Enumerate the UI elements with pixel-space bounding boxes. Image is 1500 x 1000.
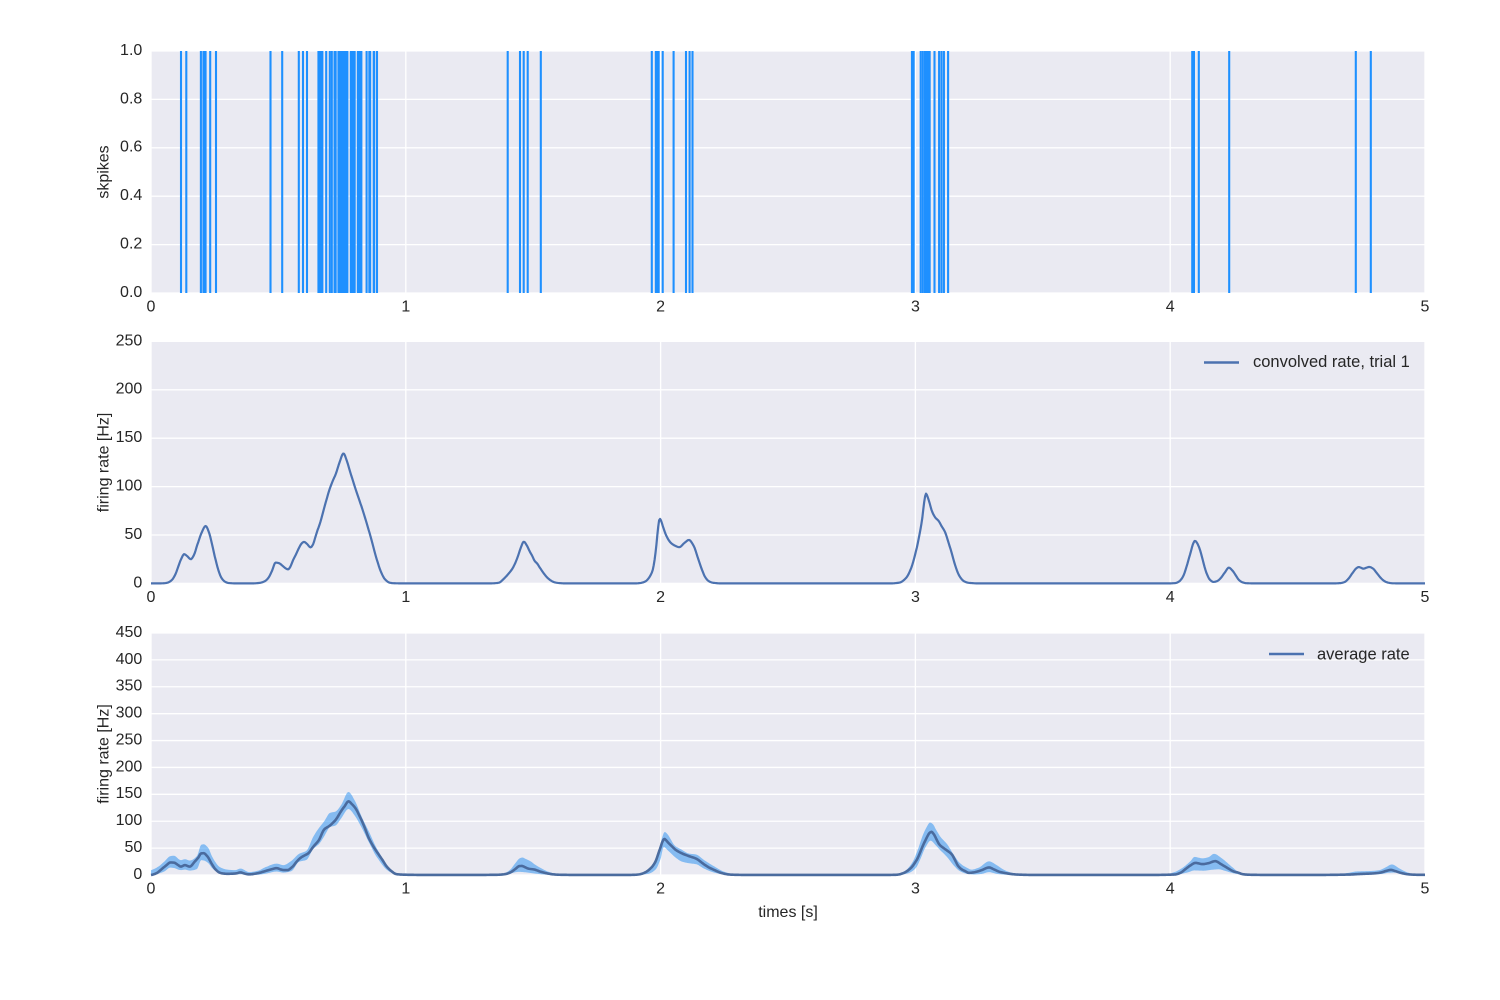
svg-text:250: 250 xyxy=(116,332,143,349)
svg-text:5: 5 xyxy=(1421,881,1430,898)
svg-text:50: 50 xyxy=(125,526,143,543)
svg-text:1: 1 xyxy=(401,881,410,898)
svg-text:50: 50 xyxy=(125,839,143,856)
svg-text:firing rate [Hz]: firing rate [Hz] xyxy=(95,413,112,513)
svg-text:400: 400 xyxy=(116,651,143,668)
svg-text:average rate: average rate xyxy=(1317,646,1410,664)
svg-text:100: 100 xyxy=(116,478,143,495)
svg-text:0.2: 0.2 xyxy=(120,236,142,253)
svg-text:0.6: 0.6 xyxy=(120,139,142,156)
svg-text:3: 3 xyxy=(911,881,920,898)
svg-text:250: 250 xyxy=(116,731,143,748)
svg-text:0.4: 0.4 xyxy=(120,187,142,204)
svg-text:300: 300 xyxy=(116,705,143,722)
svg-text:2: 2 xyxy=(656,881,665,898)
svg-text:1: 1 xyxy=(401,589,410,606)
svg-text:0.0: 0.0 xyxy=(120,284,142,301)
svg-text:convolved rate, trial 1: convolved rate, trial 1 xyxy=(1253,353,1410,371)
svg-text:1: 1 xyxy=(401,299,410,316)
svg-text:2: 2 xyxy=(656,299,665,316)
svg-text:150: 150 xyxy=(116,429,143,446)
svg-text:200: 200 xyxy=(116,381,143,398)
svg-text:3: 3 xyxy=(911,589,920,606)
svg-text:450: 450 xyxy=(116,624,143,641)
svg-text:0: 0 xyxy=(147,881,156,898)
svg-text:0.8: 0.8 xyxy=(120,90,142,107)
svg-text:0: 0 xyxy=(133,866,142,883)
svg-text:skpikes: skpikes xyxy=(95,145,112,198)
svg-text:0: 0 xyxy=(147,299,156,316)
svg-text:150: 150 xyxy=(116,785,143,802)
svg-text:4: 4 xyxy=(1166,589,1175,606)
svg-text:2: 2 xyxy=(656,589,665,606)
svg-text:times [s]: times [s] xyxy=(758,904,818,921)
svg-text:0: 0 xyxy=(147,589,156,606)
svg-text:4: 4 xyxy=(1166,881,1175,898)
svg-text:200: 200 xyxy=(116,758,143,775)
svg-text:350: 350 xyxy=(116,678,143,695)
svg-text:4: 4 xyxy=(1166,299,1175,316)
svg-text:0: 0 xyxy=(133,574,142,591)
svg-text:firing rate [Hz]: firing rate [Hz] xyxy=(95,704,112,804)
svg-text:3: 3 xyxy=(911,299,920,316)
svg-text:100: 100 xyxy=(116,812,143,829)
svg-text:5: 5 xyxy=(1421,589,1430,606)
svg-text:5: 5 xyxy=(1421,299,1430,316)
svg-text:1.0: 1.0 xyxy=(120,42,142,59)
